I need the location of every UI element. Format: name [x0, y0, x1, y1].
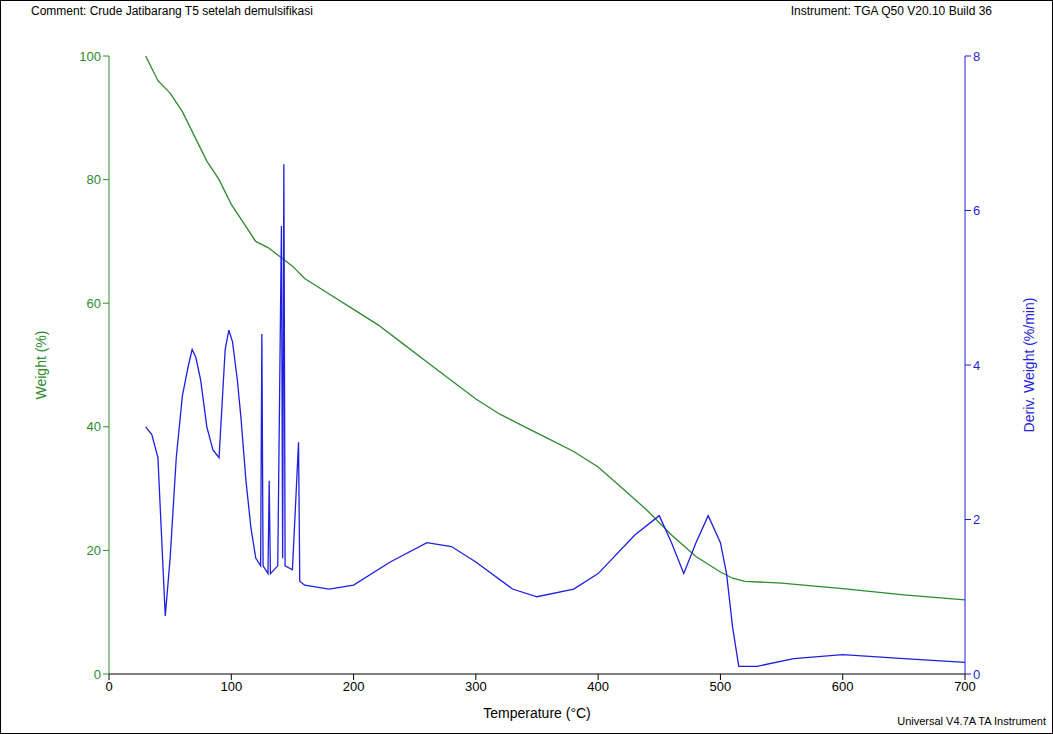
svg-text:700: 700	[954, 679, 976, 695]
html-text:Comment: Crude Jatibarang T5 s: Comment: Crude Jatibarang T5 setelah dem…	[31, 4, 313, 18]
svg-text:600: 600	[832, 679, 854, 694]
svg-text:0: 0	[973, 667, 980, 682]
html-text:Universal V4.7A TA Instrument: Universal V4.7A TA Instrument	[897, 715, 1046, 727]
svg-text:6: 6	[973, 203, 980, 218]
svg-text:Weight (%): Weight (%)	[33, 331, 49, 400]
svg-text:40: 40	[87, 419, 101, 434]
svg-text:20: 20	[87, 543, 101, 558]
svg-text:300: 300	[465, 679, 487, 694]
svg-text:0: 0	[94, 667, 101, 682]
svg-text:0: 0	[105, 679, 112, 694]
svg-text:60: 60	[87, 296, 101, 311]
svg-text:4: 4	[973, 358, 980, 373]
svg-text:80: 80	[87, 172, 101, 187]
svg-text:100: 100	[220, 679, 242, 694]
svg-text:100: 100	[79, 49, 101, 64]
svg-text:500: 500	[710, 679, 732, 694]
svg-text:8: 8	[973, 49, 980, 64]
svg-text:2: 2	[973, 512, 980, 527]
html-text:Instrument: TGA Q50 V20.10 Bui: Instrument: TGA Q50 V20.10 Build 36	[790, 4, 992, 18]
svg-text:Temperature (°C): Temperature (°C)	[483, 705, 591, 721]
svg-text:Deriv. Weight (%/min): Deriv. Weight (%/min)	[1021, 298, 1037, 433]
svg-text:400: 400	[587, 679, 609, 694]
svg-text:200: 200	[343, 679, 365, 694]
